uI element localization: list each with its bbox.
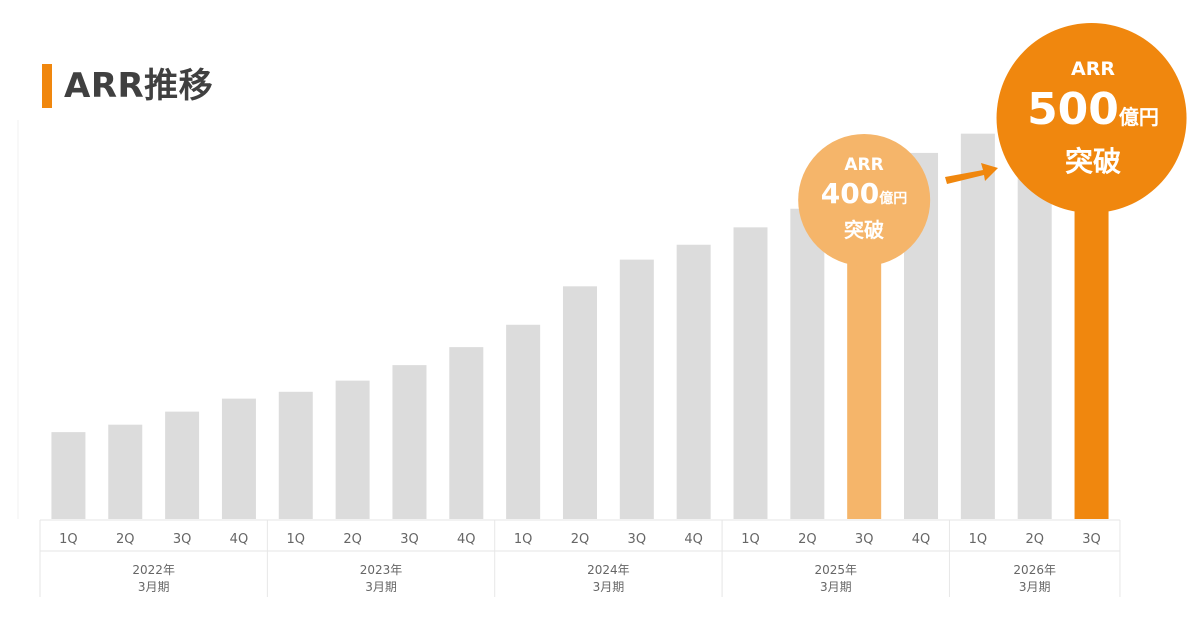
callout-500-unit: 億円	[1118, 105, 1159, 129]
x-tick-label: 4Q	[684, 532, 703, 547]
callout-400-suffix: 突破	[844, 218, 884, 242]
callout-400-text: ARR 400億円 突破	[806, 154, 922, 243]
bar-2	[108, 424, 143, 519]
bar-1	[51, 432, 86, 519]
callout-500-label: ARR	[1071, 58, 1115, 80]
bar-17	[960, 133, 995, 519]
x-tick-label: 2Q	[571, 532, 590, 547]
x-tick-label: 3Q	[1082, 532, 1101, 547]
x-tick-label: 1Q	[514, 532, 533, 547]
callout-500-suffix: 突破	[1064, 145, 1121, 178]
fiscal-period-label: 3月期	[1019, 580, 1051, 594]
bar-14	[790, 208, 825, 519]
bar-10	[562, 286, 597, 519]
callout-400-label: ARR	[844, 155, 884, 175]
x-tick-label: 2Q	[343, 532, 362, 547]
bar-3	[165, 411, 200, 519]
callout-500-text: ARR 500億円 突破	[1002, 56, 1184, 179]
x-tick-label: 1Q	[59, 532, 78, 547]
callout-400-value: 400	[820, 177, 880, 210]
bar-12	[676, 244, 711, 519]
bar-4	[221, 398, 256, 519]
fiscal-year-label: 2022年	[132, 563, 175, 577]
page-title: ARR推移	[64, 66, 214, 106]
fiscal-year-label: 2024年	[587, 563, 630, 577]
bar-8	[449, 347, 484, 519]
x-tick-label: 2Q	[1025, 532, 1044, 547]
callout-400-bubble	[798, 134, 931, 266]
bar-7	[392, 365, 427, 519]
bar-13	[733, 227, 768, 519]
callout-500-value-line: 500億円	[1002, 82, 1184, 145]
growth-arrow-icon	[945, 163, 998, 184]
fiscal-period-label: 3月期	[593, 580, 625, 594]
title-accent-bar	[42, 64, 52, 108]
callout-400-pointer	[856, 262, 873, 276]
fiscal-period-label: 3月期	[365, 580, 397, 594]
x-tick-label: 4Q	[230, 532, 249, 547]
bar-5	[278, 391, 313, 519]
callout-400-value-line: 400億円	[806, 176, 922, 217]
x-tick-label: 1Q	[741, 532, 760, 547]
fiscal-period-label: 3月期	[820, 580, 852, 594]
fiscal-period-label: 3月期	[138, 580, 170, 594]
callout-500-bubble	[996, 23, 1187, 213]
x-tick-label: 3Q	[855, 532, 874, 547]
x-tick-label: 3Q	[628, 532, 647, 547]
x-tick-label: 4Q	[912, 532, 931, 547]
x-tick-label: 1Q	[969, 532, 988, 547]
callout-500-pointer	[1082, 207, 1101, 223]
x-tick-label: 3Q	[400, 532, 419, 547]
bar-11	[619, 259, 654, 519]
fiscal-year-label: 2023年	[360, 563, 403, 577]
callout-400-unit: 億円	[879, 191, 908, 207]
callout-500-value: 500	[1027, 84, 1119, 135]
bar-9	[506, 324, 541, 519]
fiscal-year-label: 2026年	[1013, 563, 1056, 577]
x-tick-label: 4Q	[457, 532, 476, 547]
bar-6	[335, 380, 370, 519]
x-tick-label: 2Q	[798, 532, 817, 547]
fiscal-year-label: 2025年	[814, 563, 857, 577]
x-tick-label: 3Q	[173, 532, 192, 547]
x-tick-label: 2Q	[116, 532, 135, 547]
x-tick-label: 1Q	[287, 532, 306, 547]
